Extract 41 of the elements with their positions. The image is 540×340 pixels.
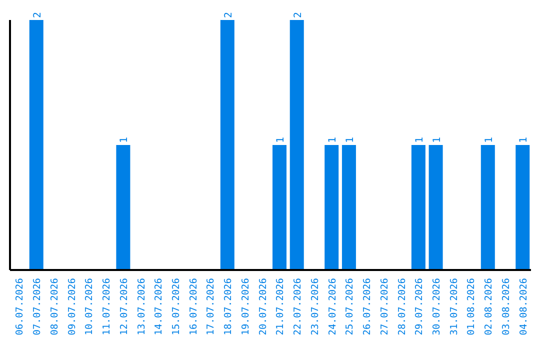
x-tick-label: 18.07.2026 bbox=[223, 278, 234, 336]
x-tick-label: 21.07.2026 bbox=[275, 278, 286, 336]
x-tick-label: 30.07.2026 bbox=[431, 278, 442, 336]
data-label: 2 bbox=[292, 12, 304, 18]
x-tick-label: 03.08.2026 bbox=[500, 278, 512, 336]
data-label: 1 bbox=[344, 136, 356, 143]
x-tick-label: 16.07.2026 bbox=[188, 278, 200, 336]
x-tick-label: 06.07.2026 bbox=[14, 278, 26, 336]
x-tick-label: 22.07.2026 bbox=[292, 278, 304, 336]
data-label: 1 bbox=[119, 136, 130, 143]
x-tick-label: 04.08.2026 bbox=[518, 278, 530, 336]
x-tick-label: 19.07.2026 bbox=[240, 278, 252, 336]
x-tick-label: 23.07.2026 bbox=[310, 278, 321, 336]
x-tick-label: 08.07.2026 bbox=[49, 278, 60, 336]
x-tick-label: 27.07.2026 bbox=[379, 278, 390, 336]
data-label: 2 bbox=[32, 12, 44, 18]
x-tick-label: 09.07.2026 bbox=[66, 278, 78, 336]
x-tick-label: 14.07.2026 bbox=[154, 278, 165, 336]
x-tick-label: 12.07.2026 bbox=[118, 278, 130, 336]
data-label: 1 bbox=[328, 136, 339, 143]
x-tick-label: 29.07.2026 bbox=[414, 278, 426, 336]
x-tick-label: 28.07.2026 bbox=[396, 278, 408, 336]
data-label: 1 bbox=[484, 136, 495, 143]
x-tick-label: 17.07.2026 bbox=[206, 278, 217, 336]
x-tick-label: 26.07.2026 bbox=[362, 278, 374, 336]
x-tick-label: 11.07.2026 bbox=[102, 278, 113, 336]
x-tick-label: 15.07.2026 bbox=[170, 278, 182, 336]
x-tick-label: 10.07.2026 bbox=[84, 278, 96, 336]
data-label: 1 bbox=[432, 136, 443, 143]
x-tick-label: 25.07.2026 bbox=[344, 278, 356, 336]
x-tick-label: 31.07.2026 bbox=[448, 278, 460, 336]
x-tick-label: 01.08.2026 bbox=[466, 278, 478, 336]
x-tick-label: 20.07.2026 bbox=[258, 278, 269, 336]
x-tick-label: 07.07.2026 bbox=[32, 278, 44, 336]
x-tick-label: 13.07.2026 bbox=[136, 278, 148, 336]
data-label: 1 bbox=[276, 136, 286, 143]
data-label: 2 bbox=[223, 12, 234, 18]
x-tick-label: 02.08.2026 bbox=[484, 278, 495, 336]
data-label: 1 bbox=[518, 136, 530, 143]
data-label: 1 bbox=[414, 136, 426, 143]
x-tick-label: 24.07.2026 bbox=[327, 278, 338, 336]
